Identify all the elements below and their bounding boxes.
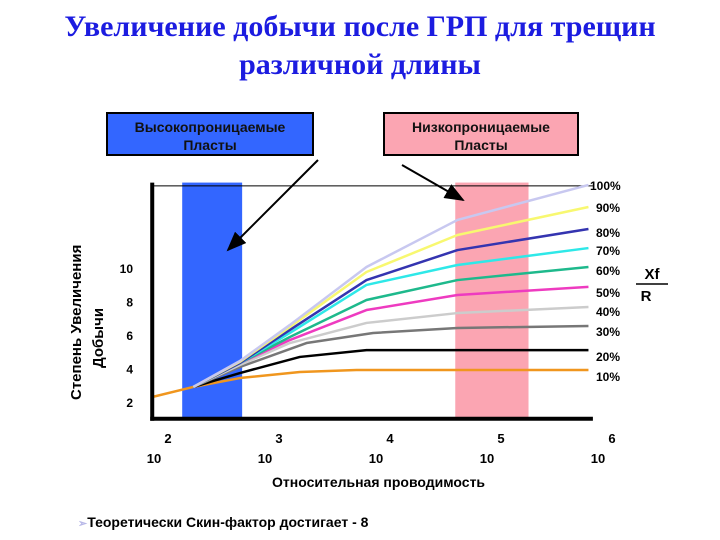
series-line-50pct (192, 285, 589, 389)
y-tick-label: 2 (126, 396, 133, 410)
legend-title-denominator: R (641, 288, 652, 305)
series-label: 100% (590, 179, 621, 193)
high-perm-line-1: Высокопроницаемые (134, 119, 286, 135)
series-label: 40% (596, 305, 620, 319)
x-tick-exponent: 2 (164, 431, 171, 446)
series-line-40pct (192, 305, 589, 389)
x-tick-label: 102 (147, 431, 172, 466)
series-line-100pct (192, 183, 589, 389)
x-tick-label: 105 (480, 431, 505, 466)
arrow-to-low-permeability-band (401, 164, 465, 201)
y-tick-label: 10 (120, 262, 134, 276)
series-line-30pct (192, 324, 589, 389)
series-label: 10% (596, 370, 620, 384)
x-tick-label: 103 (258, 431, 283, 466)
bullet-icon: ➢ (78, 518, 88, 530)
series-line-10pct (151, 368, 589, 399)
x-tick-base: 10 (369, 451, 383, 466)
x-tick-base: 10 (480, 451, 494, 466)
x-tick-base: 10 (258, 451, 272, 466)
x-tick-exponent: 6 (608, 431, 615, 446)
title-line-1: Увеличение добычи после ГРП для трещин (64, 10, 656, 43)
y-tick-label: 6 (126, 329, 133, 343)
arrow-to-high-permeability-band (226, 159, 319, 252)
series-label: 50% (596, 286, 620, 300)
note: ➢Теоретически Скин-фактор достигает - 8 (78, 514, 368, 530)
x-tick-base: 10 (147, 451, 161, 466)
series-label: 80% (596, 226, 620, 240)
x-tick-exponent: 3 (275, 431, 282, 446)
low-permeability-label-box: Низкопроницаемые Пласты (383, 112, 579, 156)
series-label: 60% (596, 264, 620, 278)
y-axis-label: Степень Увеличения Добычи (60, 220, 120, 400)
y-tick-label: 8 (126, 296, 133, 310)
series-label: 90% (596, 201, 620, 215)
x-tick-base: 10 (591, 451, 605, 466)
series-label: 30% (596, 325, 620, 339)
series-label: 20% (596, 350, 620, 364)
x-tick-label: 104 (369, 431, 395, 466)
x-tick-label: 106 (591, 431, 616, 466)
slide-title: Увеличение добычи после ГРП для трещин р… (0, 8, 720, 84)
series-line-70pct (192, 246, 589, 389)
low-perm-line-2: Пласты (454, 137, 508, 153)
low-perm-line-1: Низкопроницаемые (412, 119, 550, 135)
x-tick-exponent: 4 (386, 431, 394, 446)
note-text: Теоретически Скин-фактор достигает - 8 (87, 514, 369, 530)
high-perm-line-2: Пласты (183, 137, 237, 153)
x-tick-exponent: 5 (497, 431, 504, 446)
y-axis-label-line-1: Степень Увеличения (68, 244, 85, 400)
series-label: 70% (596, 244, 620, 258)
x-axis-label: Относительная проводимость (272, 474, 486, 490)
series-line-20pct (192, 348, 589, 389)
legend-title-numerator: Xf (645, 266, 661, 283)
y-axis-label-line-2: Добычи (90, 307, 107, 368)
title-line-2: различной длины (239, 48, 481, 81)
y-tick-label: 4 (126, 363, 133, 377)
high-permeability-label-box: Высокопроницаемые Пласты (106, 112, 314, 156)
